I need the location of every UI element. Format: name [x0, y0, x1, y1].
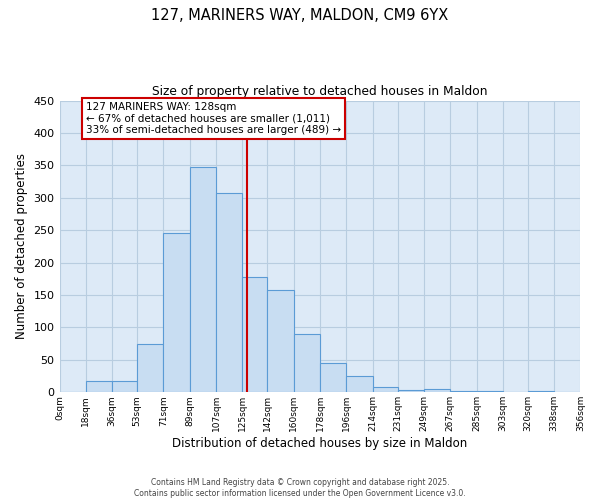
Bar: [137, 344, 163, 393]
Bar: [163, 233, 190, 392]
Bar: [373, 387, 398, 392]
Text: 127 MARINERS WAY: 128sqm
← 67% of detached houses are smaller (1,011)
33% of sem: 127 MARINERS WAY: 128sqm ← 67% of detach…: [86, 102, 341, 135]
Bar: [424, 389, 450, 392]
Title: Size of property relative to detached houses in Maldon: Size of property relative to detached ho…: [152, 85, 488, 98]
X-axis label: Distribution of detached houses by size in Maldon: Distribution of detached houses by size …: [172, 437, 467, 450]
Text: Contains HM Land Registry data © Crown copyright and database right 2025.
Contai: Contains HM Land Registry data © Crown c…: [134, 478, 466, 498]
Bar: [293, 334, 320, 392]
Bar: [450, 391, 476, 392]
Bar: [476, 391, 503, 392]
Bar: [398, 390, 424, 392]
Bar: [528, 391, 554, 392]
Bar: [320, 363, 346, 392]
Bar: [112, 382, 137, 392]
Bar: [242, 277, 268, 392]
Bar: [190, 166, 216, 392]
Y-axis label: Number of detached properties: Number of detached properties: [15, 154, 28, 340]
Bar: [216, 194, 242, 392]
Bar: [346, 376, 373, 392]
Bar: [86, 382, 112, 392]
Bar: [268, 290, 293, 392]
Text: 127, MARINERS WAY, MALDON, CM9 6YX: 127, MARINERS WAY, MALDON, CM9 6YX: [151, 8, 449, 22]
